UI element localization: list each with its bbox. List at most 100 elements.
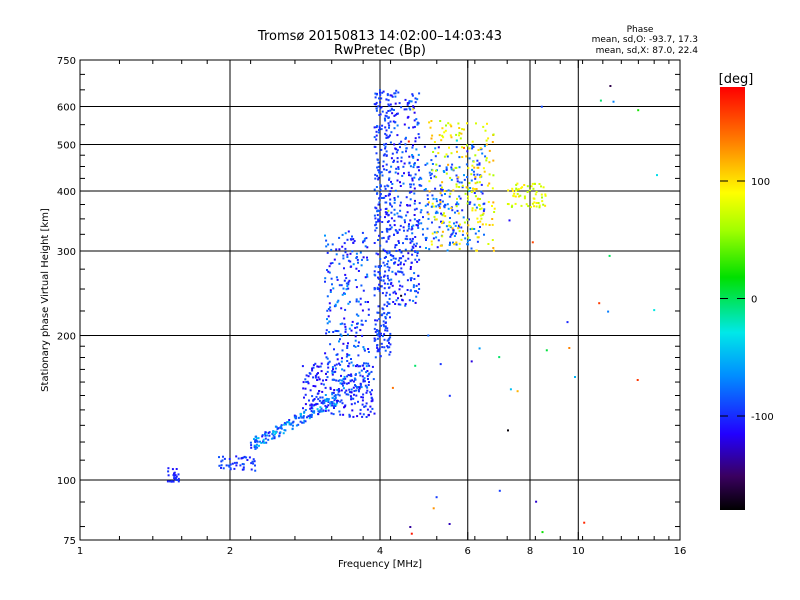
data-point — [418, 92, 421, 95]
data-point — [324, 386, 327, 389]
data-point — [458, 242, 461, 245]
data-point — [367, 348, 370, 350]
data-point — [415, 242, 418, 245]
data-point — [322, 409, 325, 412]
chart-subtitle: RwPretec (Bp) — [334, 43, 426, 58]
data-point — [303, 396, 305, 399]
data-point — [404, 143, 407, 146]
data-point — [384, 119, 387, 122]
data-point — [361, 403, 364, 406]
data-point — [420, 184, 423, 187]
data-point — [418, 219, 421, 221]
data-point — [387, 110, 390, 112]
data-point — [413, 208, 416, 211]
data-point — [440, 188, 443, 191]
data-point — [377, 161, 380, 164]
data-point — [443, 131, 446, 134]
data-point — [333, 395, 336, 398]
data-point — [409, 268, 412, 270]
data-point — [410, 279, 412, 282]
data-point — [402, 255, 405, 258]
data-point — [312, 366, 315, 369]
data-point — [612, 100, 615, 103]
data-point — [282, 432, 285, 435]
data-point — [340, 399, 343, 402]
data-point — [461, 233, 464, 236]
data-point — [515, 189, 518, 192]
data-point — [329, 386, 332, 389]
data-point — [388, 104, 391, 107]
data-point — [446, 203, 449, 206]
data-point — [378, 283, 381, 286]
data-point — [456, 180, 459, 183]
data-point — [466, 122, 468, 125]
data-point — [384, 114, 387, 117]
data-point — [391, 183, 394, 185]
data-point — [357, 341, 360, 344]
data-point — [431, 163, 434, 165]
data-point — [428, 171, 431, 174]
data-point — [399, 303, 402, 306]
data-point — [325, 329, 328, 332]
data-point — [378, 289, 381, 292]
data-point — [607, 310, 610, 313]
data-point — [340, 360, 343, 363]
data-point — [235, 461, 238, 464]
data-point — [374, 338, 377, 341]
data-point — [359, 374, 362, 377]
data-point — [375, 109, 378, 112]
data-point — [393, 201, 396, 204]
data-point — [414, 101, 417, 104]
data-point — [387, 346, 389, 349]
data-point — [387, 103, 390, 106]
data-point — [360, 284, 363, 287]
data-point — [383, 185, 386, 188]
data-point — [440, 194, 443, 197]
data-point — [397, 215, 400, 218]
data-point — [363, 405, 366, 408]
data-point — [656, 174, 658, 177]
data-point — [344, 247, 347, 250]
data-point — [376, 319, 379, 322]
data-point — [377, 220, 380, 223]
data-point — [354, 345, 357, 348]
data-point — [366, 259, 369, 261]
data-point — [319, 396, 322, 399]
data-point — [476, 173, 479, 176]
data-point — [311, 395, 314, 398]
data-point — [346, 375, 349, 378]
data-point — [533, 201, 536, 204]
data-point — [425, 239, 427, 241]
data-point — [377, 305, 380, 308]
data-point — [390, 187, 393, 190]
data-point — [324, 277, 327, 280]
data-point — [353, 393, 355, 396]
x-axis-label: Frequency [MHz] — [338, 559, 422, 570]
data-point — [467, 201, 470, 204]
data-point — [341, 322, 344, 325]
x-tick-label: 4 — [377, 546, 383, 557]
data-point — [362, 393, 365, 396]
data-point — [482, 167, 485, 170]
data-point — [393, 92, 396, 95]
data-point — [373, 103, 376, 106]
data-point — [303, 410, 306, 413]
data-point — [402, 226, 405, 229]
data-point — [407, 126, 410, 129]
data-point — [350, 403, 353, 406]
data-point — [343, 369, 346, 372]
data-point — [383, 153, 386, 156]
data-point — [416, 123, 419, 126]
data-point — [302, 415, 305, 418]
data-point — [470, 360, 473, 363]
data-point — [289, 423, 292, 426]
data-point — [353, 390, 356, 392]
data-point — [386, 345, 389, 348]
data-point — [389, 198, 392, 201]
data-point — [348, 279, 351, 282]
data-point — [344, 232, 347, 235]
data-point — [417, 133, 420, 136]
data-point — [254, 440, 257, 443]
data-point — [326, 370, 329, 373]
data-point — [509, 388, 512, 391]
